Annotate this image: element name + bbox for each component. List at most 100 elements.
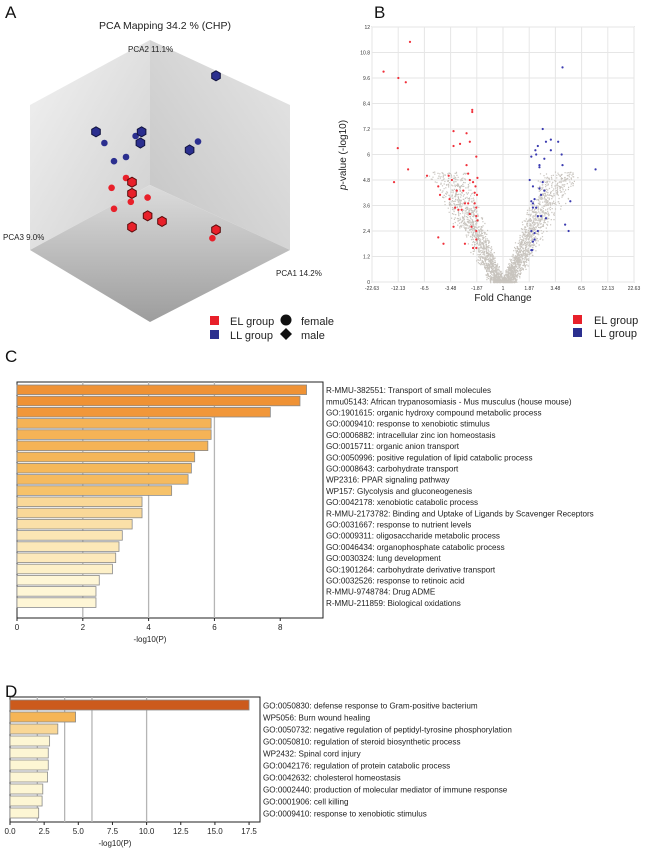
volcano-legend-el-label: EL group bbox=[594, 315, 638, 327]
volcano-ytick-label: 10.8 bbox=[360, 51, 370, 57]
volcano-point-el bbox=[450, 178, 454, 182]
volcano-point-el bbox=[475, 206, 478, 209]
volcano-xtick-label: 6.5 bbox=[578, 286, 585, 292]
volcano-point-ll bbox=[533, 198, 536, 201]
volcano-point-el bbox=[396, 147, 399, 150]
volcano-point-ll bbox=[561, 164, 564, 167]
volcano-ytick-label: 2.4 bbox=[363, 229, 370, 235]
volcano-point-ll bbox=[557, 140, 560, 143]
enrichment-d-xtick-label: 15.0 bbox=[207, 827, 223, 836]
volcano-point-el bbox=[471, 181, 475, 184]
volcano-point-el bbox=[475, 155, 478, 158]
volcano-xtick-label: 12.13 bbox=[602, 286, 615, 292]
legend-female-circle-icon bbox=[280, 314, 292, 326]
volcano-point-ll bbox=[536, 144, 539, 148]
volcano-point-ll bbox=[536, 229, 539, 233]
enrichment-c-bar bbox=[16, 530, 123, 541]
enrichment-d-category-label: GO:0050810: regulation of steroid biosyn… bbox=[263, 738, 461, 747]
enrichment-c-bar bbox=[16, 395, 301, 407]
pca-point-female bbox=[144, 194, 151, 201]
volcano-point-ll bbox=[564, 223, 567, 226]
enrichment-d-category-label: WP5056: Burn wound healing bbox=[263, 714, 370, 723]
volcano-point-ll bbox=[561, 66, 564, 69]
volcano-point-el bbox=[447, 174, 450, 177]
volcano-point-ll bbox=[544, 217, 548, 220]
enrichment-c-xlabel: -log10(P) bbox=[134, 635, 167, 644]
enrichment-c-bar bbox=[16, 552, 117, 564]
enrichment-c-bar bbox=[16, 519, 133, 530]
volcano-point-ll bbox=[543, 189, 546, 192]
pca-legend: EL group LL group female male bbox=[210, 314, 334, 342]
pca-title: PCA Mapping 34.2 % (CHP) bbox=[99, 20, 231, 32]
volcano-point-el bbox=[454, 206, 457, 209]
enrichment-c-category-label: GO:0050996: positive regulation of lipid… bbox=[326, 453, 533, 462]
enrichment-d-xlabel: -log10(P) bbox=[99, 839, 132, 848]
enrichment-d-xtick-label: 2.5 bbox=[39, 827, 51, 836]
volcano-point-ll bbox=[531, 249, 534, 252]
legend-el-label: EL group bbox=[230, 316, 274, 328]
enrichment-c-category-label: GO:0042178: xenobiotic catabolic process bbox=[326, 498, 478, 507]
volcano-point-el bbox=[465, 132, 468, 135]
pca2-label: PCA2 11.1% bbox=[128, 45, 173, 54]
pca-point-male bbox=[127, 176, 137, 188]
volcano-point-el bbox=[468, 178, 471, 182]
volcano-point-el bbox=[475, 193, 479, 196]
volcano-ytick-label: 3.6 bbox=[363, 204, 370, 210]
enrichment-d-xtick-label: 7.5 bbox=[107, 827, 119, 836]
enrichment-c-bar bbox=[16, 541, 120, 552]
legend-ll-swatch bbox=[210, 330, 219, 339]
enrichment-d-xtick-label: 5.0 bbox=[73, 827, 85, 836]
panel-label-a: A bbox=[5, 3, 17, 22]
volcano-point-el bbox=[425, 174, 429, 177]
enrichment-d-xtick-label: 12.5 bbox=[173, 827, 189, 836]
enrichment-c-category-label: GO:0009410: response to xenobiotic stimu… bbox=[326, 420, 490, 429]
volcano-ytick-label: 4.8 bbox=[363, 178, 370, 184]
volcano-point-ll bbox=[541, 127, 544, 131]
legend-female-label: female bbox=[301, 316, 334, 328]
panel-label-d: D bbox=[5, 682, 17, 701]
enrichment-c-category-label: GO:0030324: lung development bbox=[326, 554, 441, 563]
volcano-xtick-label: -1.87 bbox=[471, 286, 483, 292]
volcano-plot: -22.63 -12.13 -6.5 -3.48 -1.87 1 1.87 3.48 6.5 12… bbox=[338, 25, 640, 340]
enrichment-d-bar bbox=[9, 795, 43, 807]
volcano-ytick-label: 8.4 bbox=[363, 102, 370, 108]
volcano-point-el bbox=[468, 212, 471, 216]
volcano-point-el bbox=[475, 215, 478, 218]
volcano-point-el bbox=[437, 236, 440, 239]
pca-point-male bbox=[91, 126, 101, 138]
volcano-point-ll bbox=[531, 202, 535, 205]
volcano-point-el bbox=[442, 242, 445, 245]
volcano-point-el bbox=[408, 40, 412, 43]
enrichment-c-category-label: mmu05143: African trypanosomiasis - Mus … bbox=[326, 397, 572, 406]
volcano-point-el bbox=[457, 208, 460, 211]
enrichment-c-xtick-label: 6 bbox=[212, 623, 217, 632]
volcano-point-el bbox=[460, 208, 463, 211]
enrichment-d-category-label: WP2432: Spinal cord injury bbox=[263, 750, 362, 759]
pca-point-female bbox=[194, 138, 202, 145]
volcano-point-el bbox=[471, 110, 474, 114]
volcano-point-el bbox=[471, 108, 474, 111]
enrichment-d-bar bbox=[9, 699, 250, 711]
enrichment-c-category-label: GO:0032526: response to retinoic acid bbox=[326, 577, 465, 586]
volcano-xtick-label: 1.87 bbox=[524, 286, 534, 292]
pca-back-right-wall bbox=[150, 40, 290, 250]
volcano-xtick-label: -12.13 bbox=[391, 286, 405, 292]
enrichment-c-xtick-label: 4 bbox=[146, 623, 151, 632]
enrichment-d-category-label: GO:0001906: cell killing bbox=[263, 798, 348, 807]
pca-point-male bbox=[135, 137, 146, 149]
volcano-point-ll bbox=[567, 229, 570, 233]
enrichment-c-category-label: GO:0015711: organic anion transport bbox=[326, 442, 460, 451]
volcano-point-el bbox=[448, 198, 451, 201]
volcano-point-el bbox=[465, 164, 468, 167]
enrichment-c-category-label: GO:1901264: carbohydrate derivative tran… bbox=[326, 565, 496, 574]
volcano-point-ll bbox=[549, 149, 552, 152]
volcano-point-el bbox=[407, 168, 410, 171]
volcano-point-el bbox=[452, 225, 455, 228]
volcano-legend-ll-label: LL group bbox=[594, 328, 637, 340]
enrichment-c-bar bbox=[16, 474, 189, 485]
enrichment-d-xtick-label: 0.0 bbox=[4, 827, 16, 836]
enrichment-c-xtick-label: 0 bbox=[15, 623, 20, 632]
volcano-point-el bbox=[468, 140, 471, 143]
enrichment-d-xtick-label: 10.0 bbox=[139, 827, 155, 836]
enrichment-c-category-label: R-MMU-382551: Transport of small molecul… bbox=[326, 386, 491, 395]
